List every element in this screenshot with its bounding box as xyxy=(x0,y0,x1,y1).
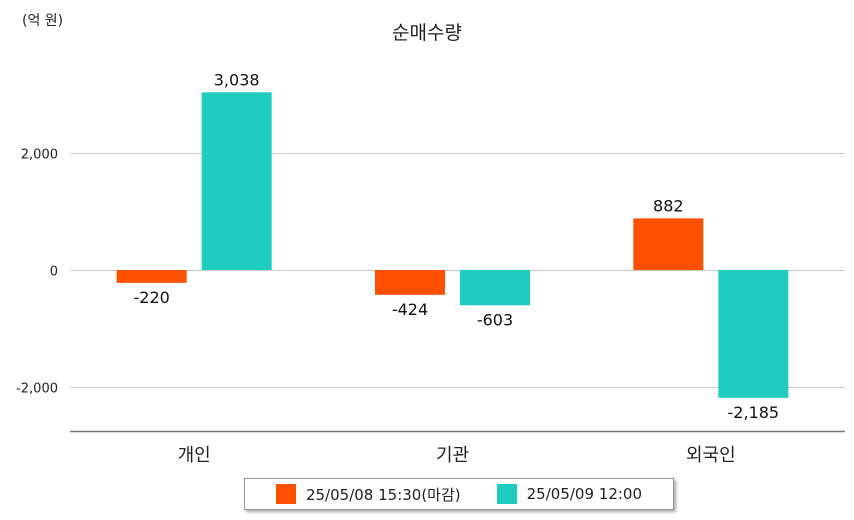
data-label: -2,185 xyxy=(728,403,780,422)
legend-swatch-series-2 xyxy=(496,484,517,504)
bar-series-1-2[interactable] xyxy=(375,270,445,295)
bar-series-1-3[interactable] xyxy=(633,218,704,270)
chart-title: 순매수량 xyxy=(392,22,462,44)
x-category-label: 개인 xyxy=(178,445,211,466)
bar-series-2-3[interactable] xyxy=(718,270,789,398)
axes: 2,000 0 -2,000 개인 기관 외국인 xyxy=(16,148,845,466)
data-label: 882 xyxy=(653,196,684,215)
data-labels: -220 3,038 -424 -603 882 -2,185 xyxy=(134,70,780,422)
legend-swatch-series-1 xyxy=(275,484,296,504)
legend-item-series-2[interactable]: 25/05/09 12:00 xyxy=(496,484,643,504)
x-category-label: 기관 xyxy=(436,445,469,466)
legend-item-series-1[interactable]: 25/05/08 15:30(마감) xyxy=(275,484,461,505)
legend: 25/05/08 15:30(마감) 25/05/09 12:00 xyxy=(244,478,674,510)
bars xyxy=(116,92,789,398)
bar-series-2-2[interactable] xyxy=(460,270,530,306)
x-category-label: 외국인 xyxy=(686,445,736,466)
bar-series-1-1[interactable] xyxy=(116,270,187,283)
data-label: -424 xyxy=(392,300,428,319)
y-tick-label: 2,000 xyxy=(21,148,58,163)
data-label: -603 xyxy=(477,310,513,329)
y-tick-label: -2,000 xyxy=(16,382,58,397)
bar-chart: -220 3,038 -424 -603 882 -2,185 2,000 0 -2,000 개… xyxy=(16,70,845,466)
unit-label: (억 원) xyxy=(22,13,64,29)
y-tick-label: 0 xyxy=(50,265,58,280)
legend-label-series-1: 25/05/08 15:30(마감) xyxy=(305,485,461,504)
data-label: 3,038 xyxy=(214,70,260,89)
bar-series-2-1[interactable] xyxy=(201,92,272,270)
legend-label-series-2: 25/05/09 12:00 xyxy=(526,485,643,503)
data-label: -220 xyxy=(134,288,170,307)
grid-lines xyxy=(70,153,845,388)
